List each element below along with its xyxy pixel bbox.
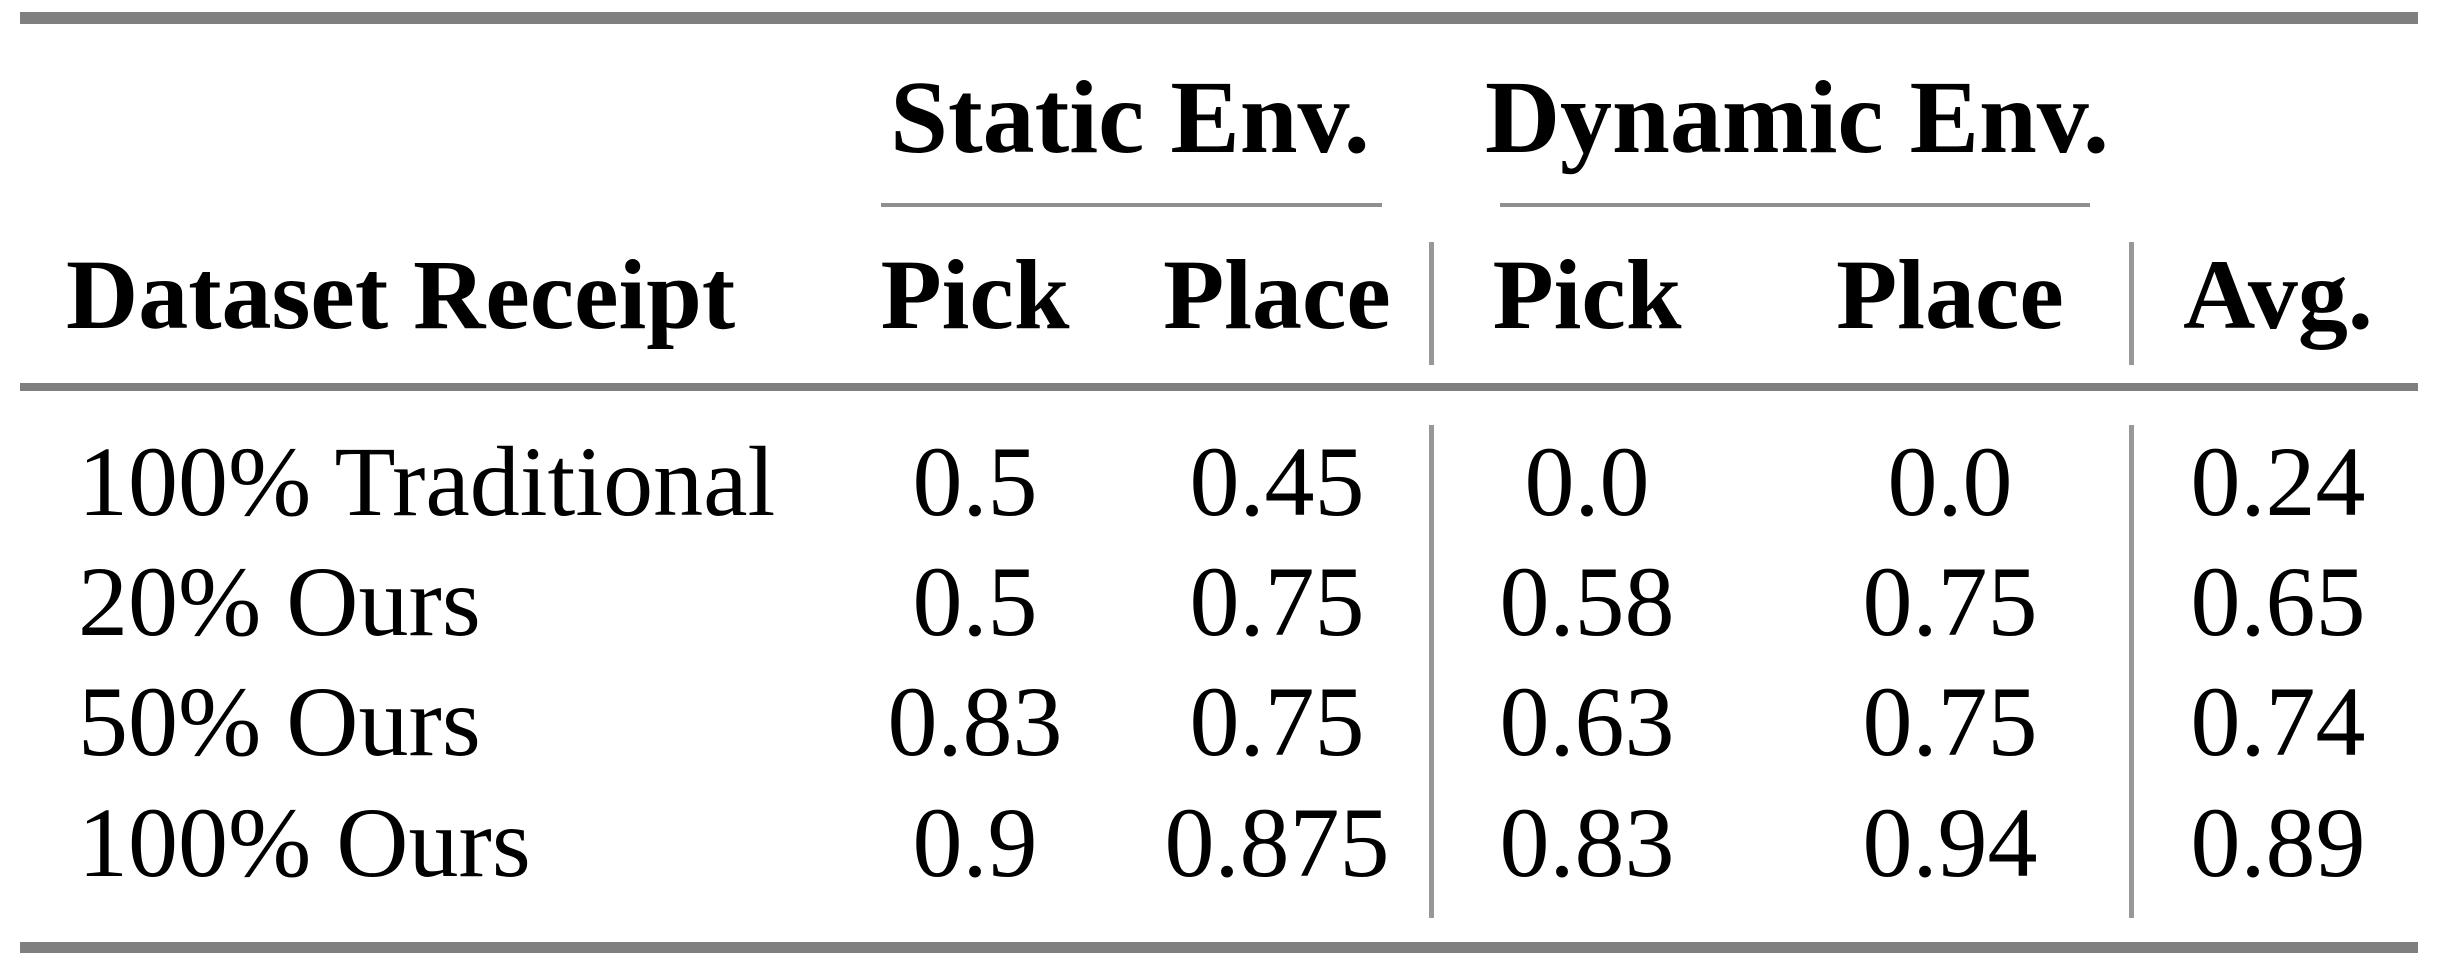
group-header-dynamic-env: Dynamic Env.: [1484, 60, 2110, 175]
row1-static-pick: 0.5: [912, 426, 1038, 537]
row3-static-place: 0.75: [1189, 666, 1365, 777]
row4-dynamic-place: 0.94: [1862, 787, 2038, 898]
divider-static-dynamic-body: [1429, 425, 1434, 918]
divider-dynamic-avg-body: [2129, 425, 2134, 918]
column-header-static-place: Place: [1163, 239, 1391, 350]
row2-static-place: 0.75: [1189, 546, 1365, 657]
top-rule: [20, 12, 2418, 24]
row1-dynamic-pick: 0.0: [1524, 426, 1650, 537]
row3-dynamic-place: 0.75: [1862, 666, 2038, 777]
row4-static-pick: 0.9: [912, 787, 1038, 898]
row2-label: 20% Ours: [78, 546, 481, 657]
dynamic-env-cmidrule: [1500, 203, 2090, 207]
column-header-avg: Avg.: [2183, 239, 2373, 350]
row3-dynamic-pick: 0.63: [1499, 666, 1675, 777]
row1-static-place: 0.45: [1189, 426, 1365, 537]
group-header-static-env: Static Env.: [890, 60, 1370, 175]
column-header-dynamic-pick: Pick: [1492, 239, 1682, 350]
row2-static-pick: 0.5: [912, 546, 1038, 657]
column-header-dynamic-place: Place: [1836, 239, 2064, 350]
row3-avg: 0.74: [2190, 666, 2366, 777]
row4-label: 100% Ours: [78, 787, 531, 898]
row4-static-place: 0.875: [1164, 787, 1390, 898]
static-env-cmidrule: [881, 203, 1382, 207]
column-header-dataset-receipt: Dataset Receipt: [66, 239, 736, 350]
divider-static-dynamic-header: [1429, 242, 1434, 365]
bottom-rule: [20, 942, 2418, 953]
column-header-static-pick: Pick: [880, 239, 1070, 350]
row2-dynamic-place: 0.75: [1862, 546, 2038, 657]
row1-label: 100% Traditional: [78, 426, 776, 537]
row2-avg: 0.65: [2190, 546, 2366, 657]
row2-dynamic-pick: 0.58: [1499, 546, 1675, 657]
row1-avg: 0.24: [2190, 426, 2366, 537]
divider-dynamic-avg-header: [2129, 242, 2134, 365]
row4-avg: 0.89: [2190, 787, 2366, 898]
row4-dynamic-pick: 0.83: [1499, 787, 1675, 898]
row3-label: 50% Ours: [78, 666, 481, 777]
header-separator-rule: [20, 383, 2418, 391]
row1-dynamic-place: 0.0: [1887, 426, 2013, 537]
row3-static-pick: 0.83: [887, 666, 1063, 777]
